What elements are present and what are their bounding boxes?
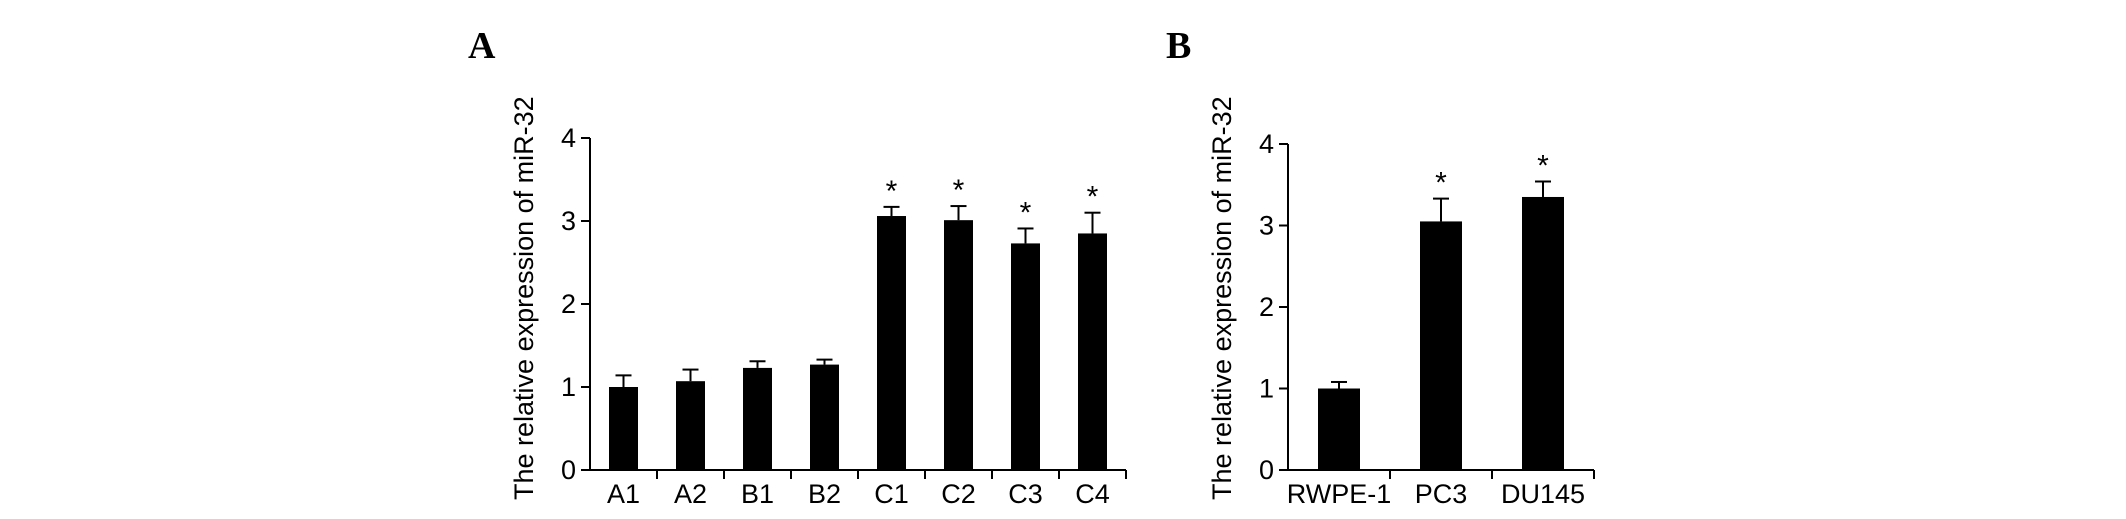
panel-a-bar-a2 bbox=[676, 381, 705, 470]
panel-b-y-axis-label: The relative expression of miR-32 bbox=[1207, 96, 1237, 500]
panel-a-y-tick-label: 1 bbox=[561, 372, 576, 402]
panel-a-bar-b2 bbox=[810, 364, 839, 470]
panel-b-y-tick-label: 4 bbox=[1259, 129, 1274, 159]
panel-a-significance-star: * bbox=[1020, 196, 1032, 229]
panel-a-bar-c4 bbox=[1078, 233, 1107, 470]
panel-a-x-tick-label: C1 bbox=[874, 479, 909, 509]
panel-a-label: A bbox=[468, 25, 496, 67]
panel-a-y-tick-label: 4 bbox=[561, 123, 576, 153]
panel-b-y-tick-label: 1 bbox=[1259, 374, 1274, 404]
panel-a-y-tick-label: 3 bbox=[561, 206, 576, 236]
panel-a-x-tick-label: C3 bbox=[1008, 479, 1043, 509]
panel-a-bar-c3 bbox=[1011, 243, 1040, 470]
panel-a-bar-c2 bbox=[944, 220, 973, 470]
panel-a-y-tick-label: 2 bbox=[561, 289, 576, 319]
panel-a-x-tick-label: A2 bbox=[674, 479, 707, 509]
panel-b-x-tick-label: PC3 bbox=[1415, 479, 1468, 509]
panel-b-significance-star: * bbox=[1435, 167, 1447, 200]
panel-b-bar-rwpe-1 bbox=[1318, 388, 1360, 470]
panel-a-significance-star: * bbox=[1087, 181, 1099, 214]
panel-b-x-tick-label: DU145 bbox=[1501, 479, 1585, 509]
panel-a-x-tick-label: B1 bbox=[741, 479, 774, 509]
panel-a: A The relative expression of miR-32 0 1 2 3… bbox=[468, 25, 1127, 509]
panel-b: B The relative expression of miR-32 0 1 2 3… bbox=[1166, 25, 1595, 509]
panel-b-y-tick-label: 0 bbox=[1259, 455, 1274, 485]
panel-b-significance-star: * bbox=[1537, 149, 1549, 182]
panel-a-y-tick-label: 0 bbox=[561, 455, 576, 485]
panel-a-y-axis-label: The relative expression of miR-32 bbox=[509, 96, 539, 500]
panel-a-significance-star: * bbox=[886, 175, 898, 208]
panel-b-y-tick-label: 3 bbox=[1259, 211, 1274, 241]
panel-b-x-tick-label: RWPE-1 bbox=[1287, 479, 1392, 509]
panel-a-bar-c1 bbox=[877, 216, 906, 470]
panel-a-significance-star: * bbox=[953, 174, 965, 207]
panel-b-label: B bbox=[1166, 25, 1191, 67]
panel-b-bar-pc3 bbox=[1420, 221, 1462, 470]
panel-b-bar-du145 bbox=[1522, 196, 1564, 470]
panel-a-x-tick-label: C2 bbox=[941, 479, 976, 509]
panel-a-x-tick-label: C4 bbox=[1075, 479, 1110, 509]
panel-b-y-tick-label: 2 bbox=[1259, 292, 1274, 322]
panel-a-bar-a1 bbox=[609, 387, 638, 470]
panel-a-bar-b1 bbox=[743, 367, 772, 470]
panel-a-x-tick-label: A1 bbox=[607, 479, 640, 509]
panel-a-x-tick-label: B2 bbox=[808, 479, 841, 509]
